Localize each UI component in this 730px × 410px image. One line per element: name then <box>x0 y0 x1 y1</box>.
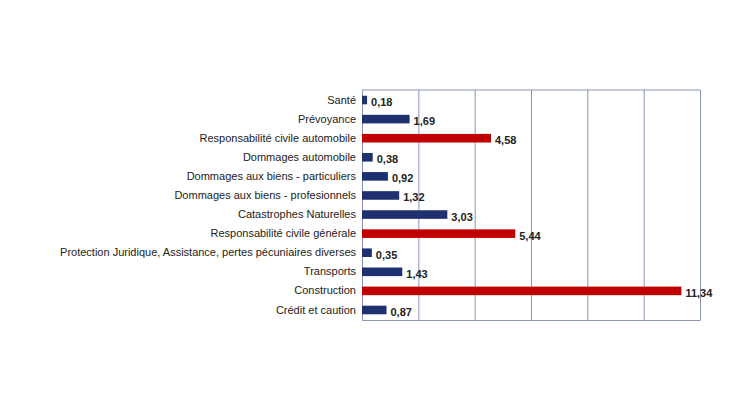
data-label: 1,69 <box>414 115 435 127</box>
data-label: 0,92 <box>392 172 413 184</box>
y-tick: Responsabilité civile automobile <box>199 132 362 144</box>
chart: Santé Prévoyance Responsabilité civile aut… <box>0 0 730 410</box>
data-label: 0,38 <box>377 153 398 165</box>
grid-line <box>644 90 645 320</box>
category-label: Responsabilité civile générale <box>210 227 356 239</box>
data-label: 1,43 <box>406 268 427 280</box>
grid-line <box>475 90 476 320</box>
y-tick: Dommages aux biens - profesionnels <box>174 189 362 201</box>
bar <box>362 191 399 200</box>
data-label: 3,03 <box>451 211 472 223</box>
grid-line <box>531 90 532 320</box>
data-labels: 0,18 1,69 4,58 0,38 0,92 1,32 3,03 5,44 0,35 1,43… <box>371 96 713 318</box>
x-tick <box>644 90 645 320</box>
bar <box>362 229 515 238</box>
category-label: Crédit et caution <box>276 303 356 315</box>
bar <box>362 268 402 277</box>
data-label: 5,44 <box>519 230 541 242</box>
y-tick: Catastrophes Naturelles <box>238 208 362 220</box>
grid-line <box>362 90 363 320</box>
data-label: 4,58 <box>495 134 516 146</box>
y-tick: Construction <box>294 284 362 296</box>
y-tick: Santé <box>327 94 362 106</box>
y-tick: Protection Juridique, Assistance, pertes… <box>60 246 362 258</box>
bar <box>362 153 373 162</box>
category-label: Protection Juridique, Assistance, pertes… <box>60 246 356 258</box>
y-axis-line <box>362 91 363 321</box>
x-tick <box>475 90 476 320</box>
data-label: 11,34 <box>685 287 713 299</box>
x-axis-line <box>363 320 701 321</box>
category-label: Catastrophes Naturelles <box>238 208 357 220</box>
x-tick <box>700 90 701 320</box>
y-tick: Responsabilité civile générale <box>210 227 362 239</box>
bar <box>362 115 410 124</box>
bar <box>362 172 388 181</box>
y-tick: Dommages automobile <box>243 151 362 163</box>
category-label: Dommages automobile <box>243 151 356 163</box>
bar <box>362 306 387 315</box>
data-label: 0,35 <box>376 249 397 261</box>
x-tick <box>587 90 588 320</box>
bar <box>362 134 491 143</box>
grid-line <box>700 90 701 320</box>
data-label: 0,18 <box>371 96 392 108</box>
x-tick <box>531 90 532 320</box>
data-label: 0,87 <box>391 306 412 318</box>
bar <box>362 248 372 257</box>
bars <box>362 96 681 315</box>
category-label: Transports <box>304 265 357 277</box>
y-axis: Santé Prévoyance Responsabilité civile aut… <box>60 91 362 321</box>
plot: Santé Prévoyance Responsabilité civile aut… <box>60 90 713 321</box>
category-label: Prévoyance <box>298 113 356 125</box>
data-label: 1,32 <box>403 191 424 203</box>
category-label: Dommages aux biens - profesionnels <box>174 189 356 201</box>
y-tick: Transports <box>304 265 362 277</box>
category-label: Construction <box>294 284 356 296</box>
y-tick: Dommages aux biens - particuliers <box>187 170 362 182</box>
bar <box>362 287 681 296</box>
y-tick: Crédit et caution <box>276 303 362 315</box>
category-label: Dommages aux biens - particuliers <box>187 170 357 182</box>
bar <box>362 210 447 219</box>
x-tick <box>362 90 363 320</box>
y-tick: Prévoyance <box>298 113 362 125</box>
bar <box>362 96 367 105</box>
x-axis <box>363 90 701 321</box>
grid-line <box>587 90 588 320</box>
category-label: Santé <box>327 94 356 106</box>
category-label: Responsabilité civile automobile <box>199 132 356 144</box>
